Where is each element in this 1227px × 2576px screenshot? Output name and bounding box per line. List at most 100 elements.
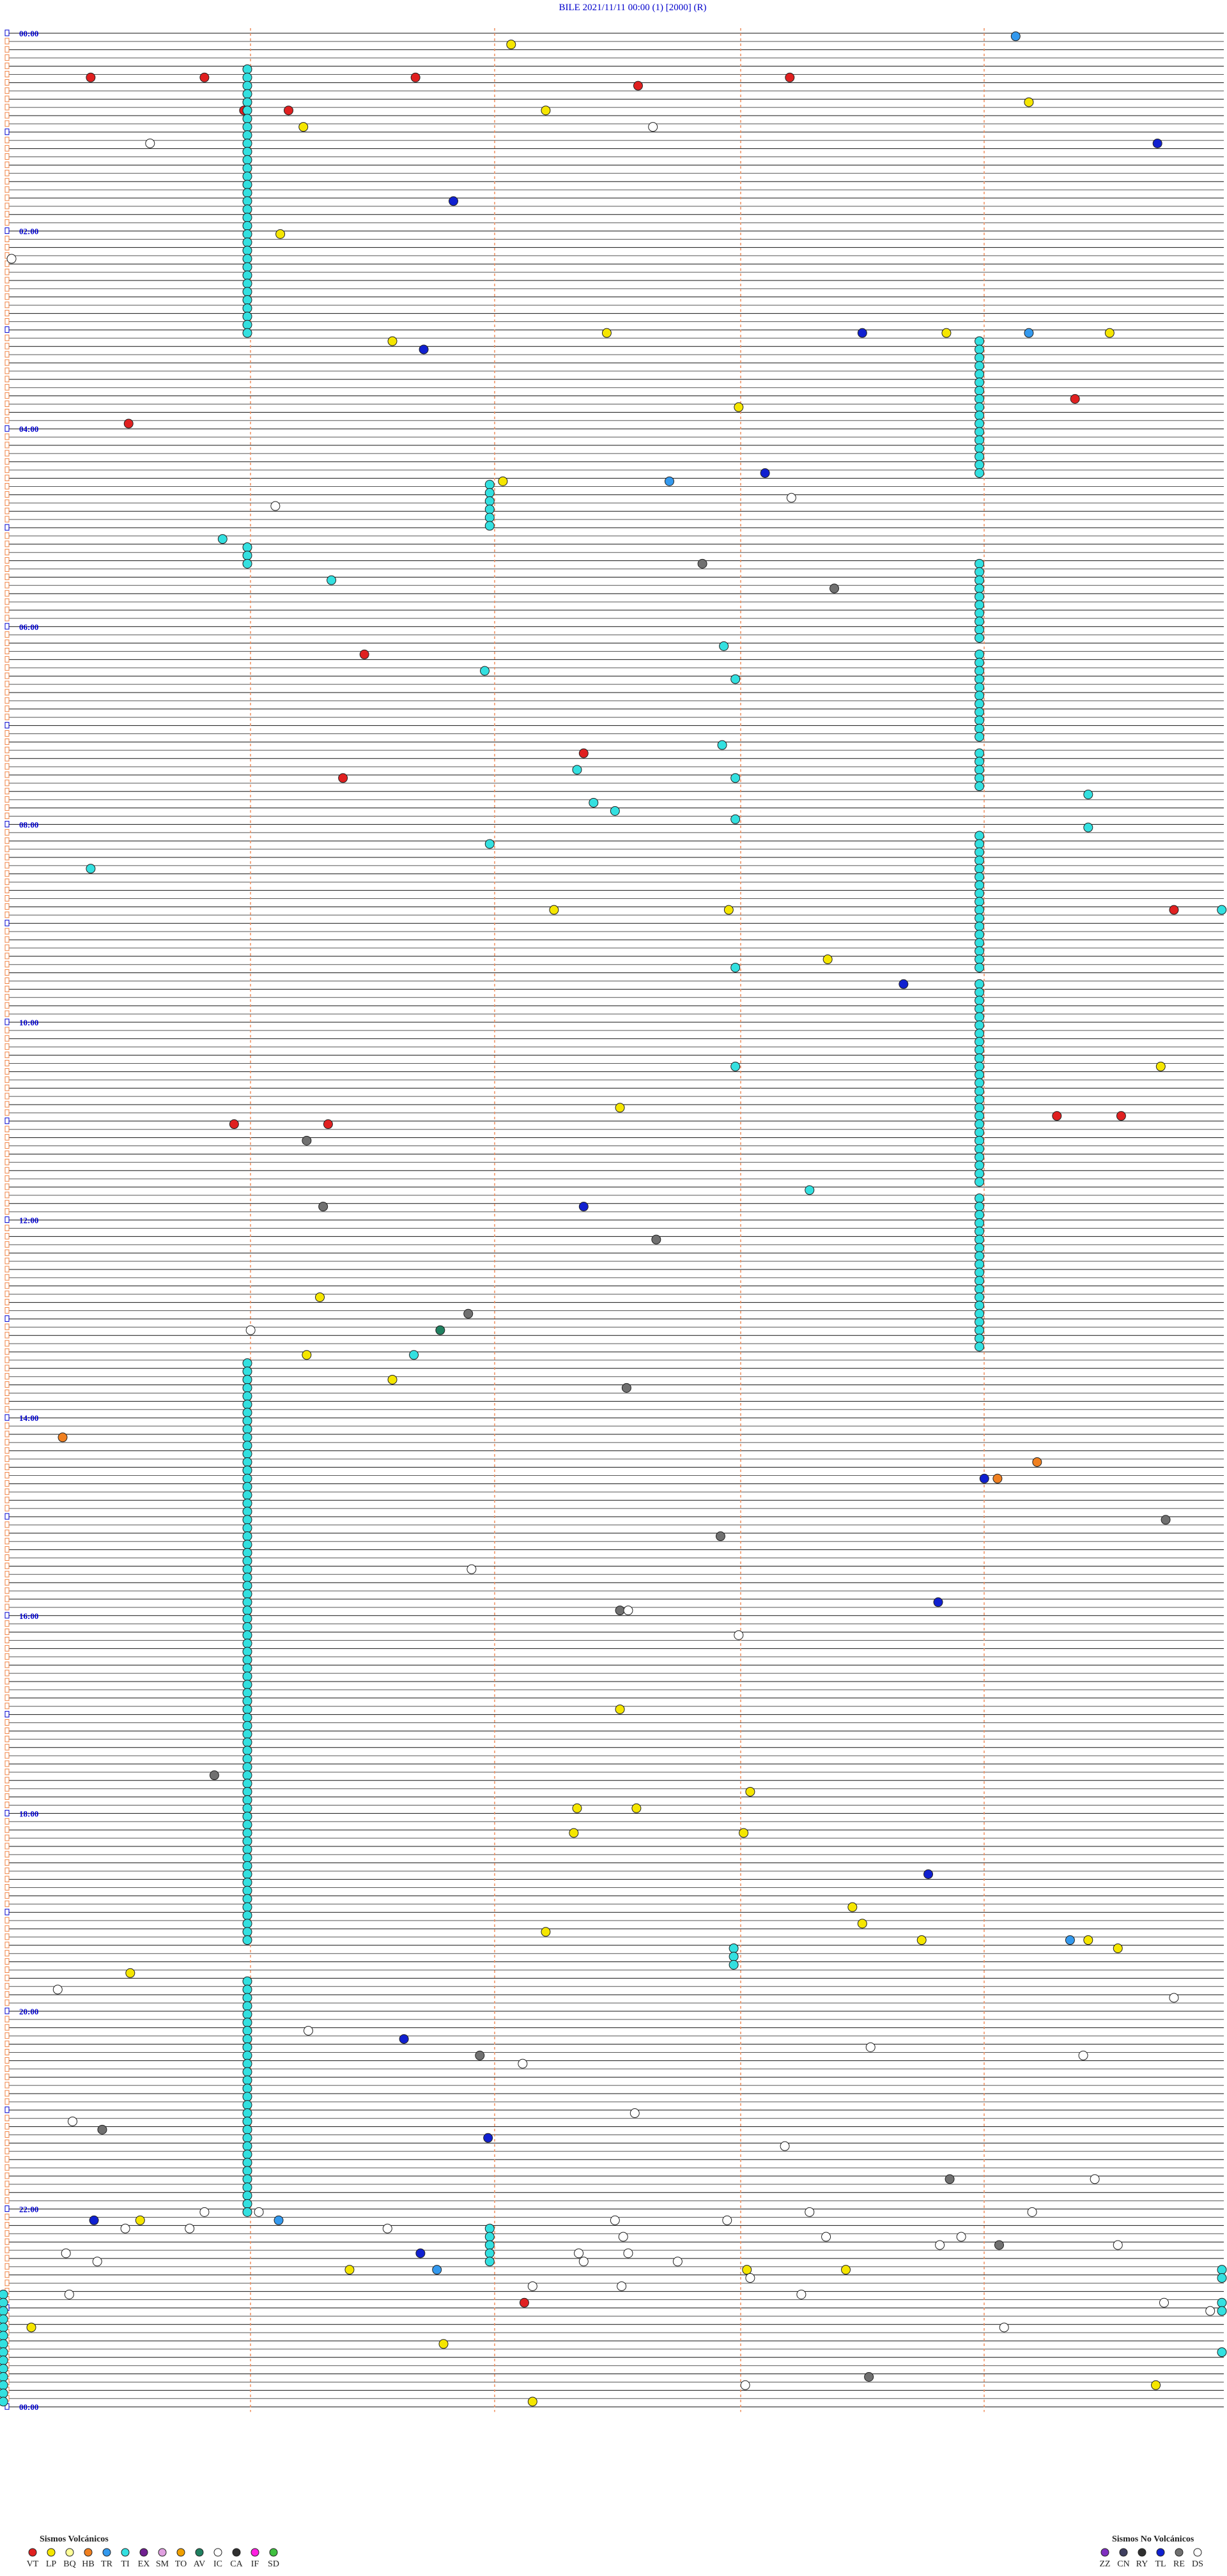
event <box>484 2240 495 2250</box>
event <box>975 748 985 758</box>
event <box>975 1061 985 1071</box>
event <box>975 1234 985 1245</box>
event <box>857 1919 867 1929</box>
event <box>242 1853 252 1863</box>
event <box>242 1506 252 1517</box>
event <box>338 773 348 783</box>
row-marker <box>4 1406 10 1413</box>
row-marker <box>4 961 10 968</box>
event <box>821 2232 831 2242</box>
row-marker <box>4 738 10 745</box>
row-marker <box>4 615 10 622</box>
event <box>242 1663 252 1673</box>
row-marker <box>4 656 10 663</box>
row-marker <box>4 919 10 926</box>
row-marker <box>4 401 10 407</box>
row-marker <box>4 796 10 803</box>
event <box>242 89 252 99</box>
event <box>359 649 369 659</box>
event <box>242 1606 252 1616</box>
legend-marker <box>176 2548 185 2557</box>
event <box>1024 328 1034 338</box>
event <box>242 1869 252 1879</box>
event <box>438 2339 449 2349</box>
row-marker <box>4 689 10 696</box>
event <box>935 2240 945 2250</box>
row-marker <box>4 2016 10 2023</box>
event <box>242 114 252 124</box>
row-marker <box>4 1447 10 1454</box>
row-marker <box>4 1216 10 1223</box>
row-marker <box>4 1348 10 1355</box>
row-marker <box>4 2049 10 2055</box>
event <box>899 979 909 989</box>
time-label: 06:00 <box>19 622 38 632</box>
event <box>229 1119 239 1130</box>
event <box>315 1292 325 1302</box>
row-marker <box>4 2263 10 2270</box>
event <box>975 1135 985 1146</box>
row-marker <box>4 1315 10 1322</box>
event <box>610 2215 620 2225</box>
row-marker <box>4 367 10 374</box>
row-marker <box>4 507 10 514</box>
event <box>6 254 17 264</box>
row-marker <box>4 1052 10 1059</box>
legend-code: RY <box>1136 2559 1148 2569</box>
event <box>975 427 985 437</box>
event <box>975 435 985 445</box>
event <box>941 328 952 338</box>
row-marker <box>4 1192 10 1199</box>
row-marker <box>4 2172 10 2179</box>
event <box>975 394 985 404</box>
event <box>242 1902 252 1912</box>
row-marker <box>4 1958 10 1965</box>
event <box>242 1547 252 1558</box>
event <box>274 2215 284 2225</box>
event <box>419 344 429 355</box>
event <box>463 1308 474 1319</box>
event <box>242 1795 252 1805</box>
event <box>242 319 252 330</box>
event <box>975 847 985 857</box>
row-marker <box>4 1455 10 1462</box>
event <box>786 493 796 503</box>
event <box>745 1786 755 1797</box>
row-marker <box>4 648 10 654</box>
event <box>975 617 985 627</box>
event <box>242 1844 252 1855</box>
event <box>975 691 985 701</box>
row-marker <box>4 1908 10 1915</box>
event <box>145 138 155 148</box>
row-marker <box>4 2106 10 2113</box>
row-marker <box>4 1950 10 1957</box>
row-marker <box>4 310 10 317</box>
row-marker <box>4 763 10 770</box>
event <box>242 1820 252 1830</box>
title: BILE 2021/11/11 00:00 (1) [2000] (R) <box>559 3 707 13</box>
event <box>467 1564 477 1574</box>
row-marker <box>4 1711 10 1718</box>
event <box>242 2058 252 2069</box>
row-marker <box>4 29 10 36</box>
event <box>199 2207 210 2217</box>
event <box>1032 1457 1042 1467</box>
event <box>242 1770 252 1781</box>
event <box>1065 1935 1075 1945</box>
event <box>242 1374 252 1384</box>
event <box>975 592 985 602</box>
event <box>1217 2265 1227 2275</box>
row-marker <box>4 103 10 111</box>
row-marker <box>4 953 10 960</box>
event <box>975 443 985 454</box>
event <box>975 930 985 940</box>
event <box>242 130 252 141</box>
row-marker <box>4 483 10 489</box>
event <box>242 1515 252 1525</box>
row-marker <box>4 433 10 440</box>
row-marker <box>4 598 10 605</box>
row-marker <box>4 1917 10 1924</box>
row-marker <box>4 2205 10 2212</box>
event <box>975 674 985 684</box>
event <box>975 765 985 775</box>
